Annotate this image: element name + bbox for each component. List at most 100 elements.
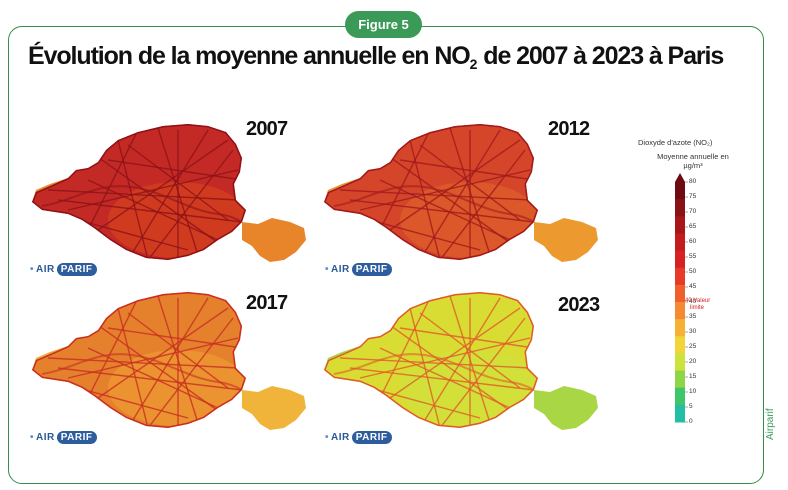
road-segment [127, 129, 209, 260]
seine-river [333, 353, 535, 391]
road-segment [147, 149, 234, 260]
legend-tick-label: 55 [689, 253, 697, 260]
legend-color-step [675, 182, 685, 200]
legend-tick-label: 10 [689, 388, 697, 395]
road-segment [47, 357, 239, 369]
road-segment [57, 199, 243, 223]
road-segment [449, 127, 491, 256]
airparif-logo: • AIR PARIF [30, 260, 97, 278]
road-segment [67, 337, 239, 379]
seine-river [333, 185, 535, 223]
road-segment [127, 297, 209, 428]
road-segment [419, 297, 501, 428]
legend-tick-label: 40 [689, 298, 697, 305]
legend-tick-label: 35 [689, 313, 697, 320]
airparif-logo: • AIR PARIF [325, 428, 392, 446]
year-label-2007: 2007 [246, 118, 288, 140]
peripherique-road [32, 124, 246, 260]
road-segment [87, 347, 219, 409]
legend-color-step [675, 302, 685, 320]
year-label-2012: 2012 [548, 118, 590, 140]
legend-subtitle: Moyenne annuelle en µg/m³ [657, 152, 729, 170]
legend-tick-label: 45 [689, 283, 697, 290]
map-2017 [28, 278, 318, 450]
vincennes-area [534, 386, 598, 430]
road-segment [349, 367, 535, 391]
seine-river [41, 185, 243, 223]
road-segment [349, 199, 535, 223]
paris-no2-map [32, 292, 306, 430]
map-2023 [320, 278, 610, 450]
road-segment [67, 169, 239, 211]
road-segment [419, 129, 501, 260]
road-segment [339, 357, 531, 369]
road-segment [97, 139, 229, 231]
map-2012 [320, 110, 610, 282]
road-segment [57, 367, 243, 391]
road-segment [77, 219, 189, 251]
road-segment [369, 387, 481, 419]
legend-color-step [675, 250, 685, 269]
legend-color-step [675, 387, 685, 406]
paris-no2-map [324, 292, 598, 430]
vincennes-area [242, 386, 306, 430]
road-segment [157, 127, 199, 256]
limit-label-line2: limite [690, 305, 705, 311]
legend-color-step [675, 319, 685, 337]
road-segment [419, 312, 521, 389]
road-segment [87, 179, 219, 241]
road-segment [107, 159, 243, 181]
legend-color-step [675, 233, 685, 252]
legend-color-step [675, 404, 685, 423]
road-segment [339, 189, 531, 201]
title-main: Évolution de la moyenne annuelle en NO [28, 42, 471, 70]
legend-color-step [675, 353, 685, 372]
road-segment [439, 149, 526, 260]
legend-tick-label: 0 [689, 418, 693, 425]
airparif-logo: • AIR PARIF [325, 260, 392, 278]
color-legend: Dioxyde d'azote (NO₂) Moyenne annuelle e… [628, 132, 758, 432]
legend-max-arrow [675, 173, 685, 182]
road-segment [147, 317, 234, 428]
road-segment [107, 327, 243, 349]
airparif-logo: • AIR PARIF [30, 428, 97, 446]
legend-tick-label: 30 [689, 328, 697, 335]
legend-tick-label: 75 [689, 193, 697, 200]
road-segment [399, 159, 535, 181]
vincennes-area [242, 218, 306, 262]
title-rest: de 2007 à 2023 à Paris [477, 42, 724, 70]
paris-no2-map [324, 124, 598, 262]
legend-title: Dioxyde d'azote (NO₂) [638, 138, 713, 147]
vincennes-area [534, 218, 598, 262]
legend-color-step [675, 284, 685, 303]
road-segment [127, 144, 229, 221]
road-segment [419, 144, 521, 221]
peripherique-road [324, 124, 538, 260]
road-segment [127, 312, 229, 389]
road-segment [97, 307, 229, 399]
source-credit: Airparif [765, 408, 776, 440]
year-label-2023: 2023 [558, 294, 600, 316]
road-segment [379, 179, 511, 241]
road-segment [47, 189, 239, 201]
road-segment [359, 337, 531, 379]
year-label-2017: 2017 [246, 292, 288, 314]
legend-tick-label: 20 [689, 358, 697, 365]
road-segment [157, 295, 199, 424]
legend-tick-label: 65 [689, 223, 697, 230]
peripherique-road [324, 292, 538, 428]
road-segment [399, 327, 535, 349]
road-segment [439, 317, 526, 428]
road-segment [379, 347, 511, 409]
peripherique-road [32, 292, 246, 428]
paris-no2-map [32, 124, 306, 262]
figure-title: Évolution de la moyenne annuelle en NO2 … [28, 42, 724, 72]
legend-tick-label: 70 [689, 208, 697, 215]
road-segment [389, 139, 521, 231]
legend-color-step [675, 336, 685, 354]
title-subscript: 2 [469, 56, 478, 72]
legend-tick-label: 60 [689, 238, 697, 245]
legend-color-step [675, 370, 685, 389]
legend-tick-label: 80 [689, 178, 697, 185]
legend-color-step [675, 199, 685, 217]
